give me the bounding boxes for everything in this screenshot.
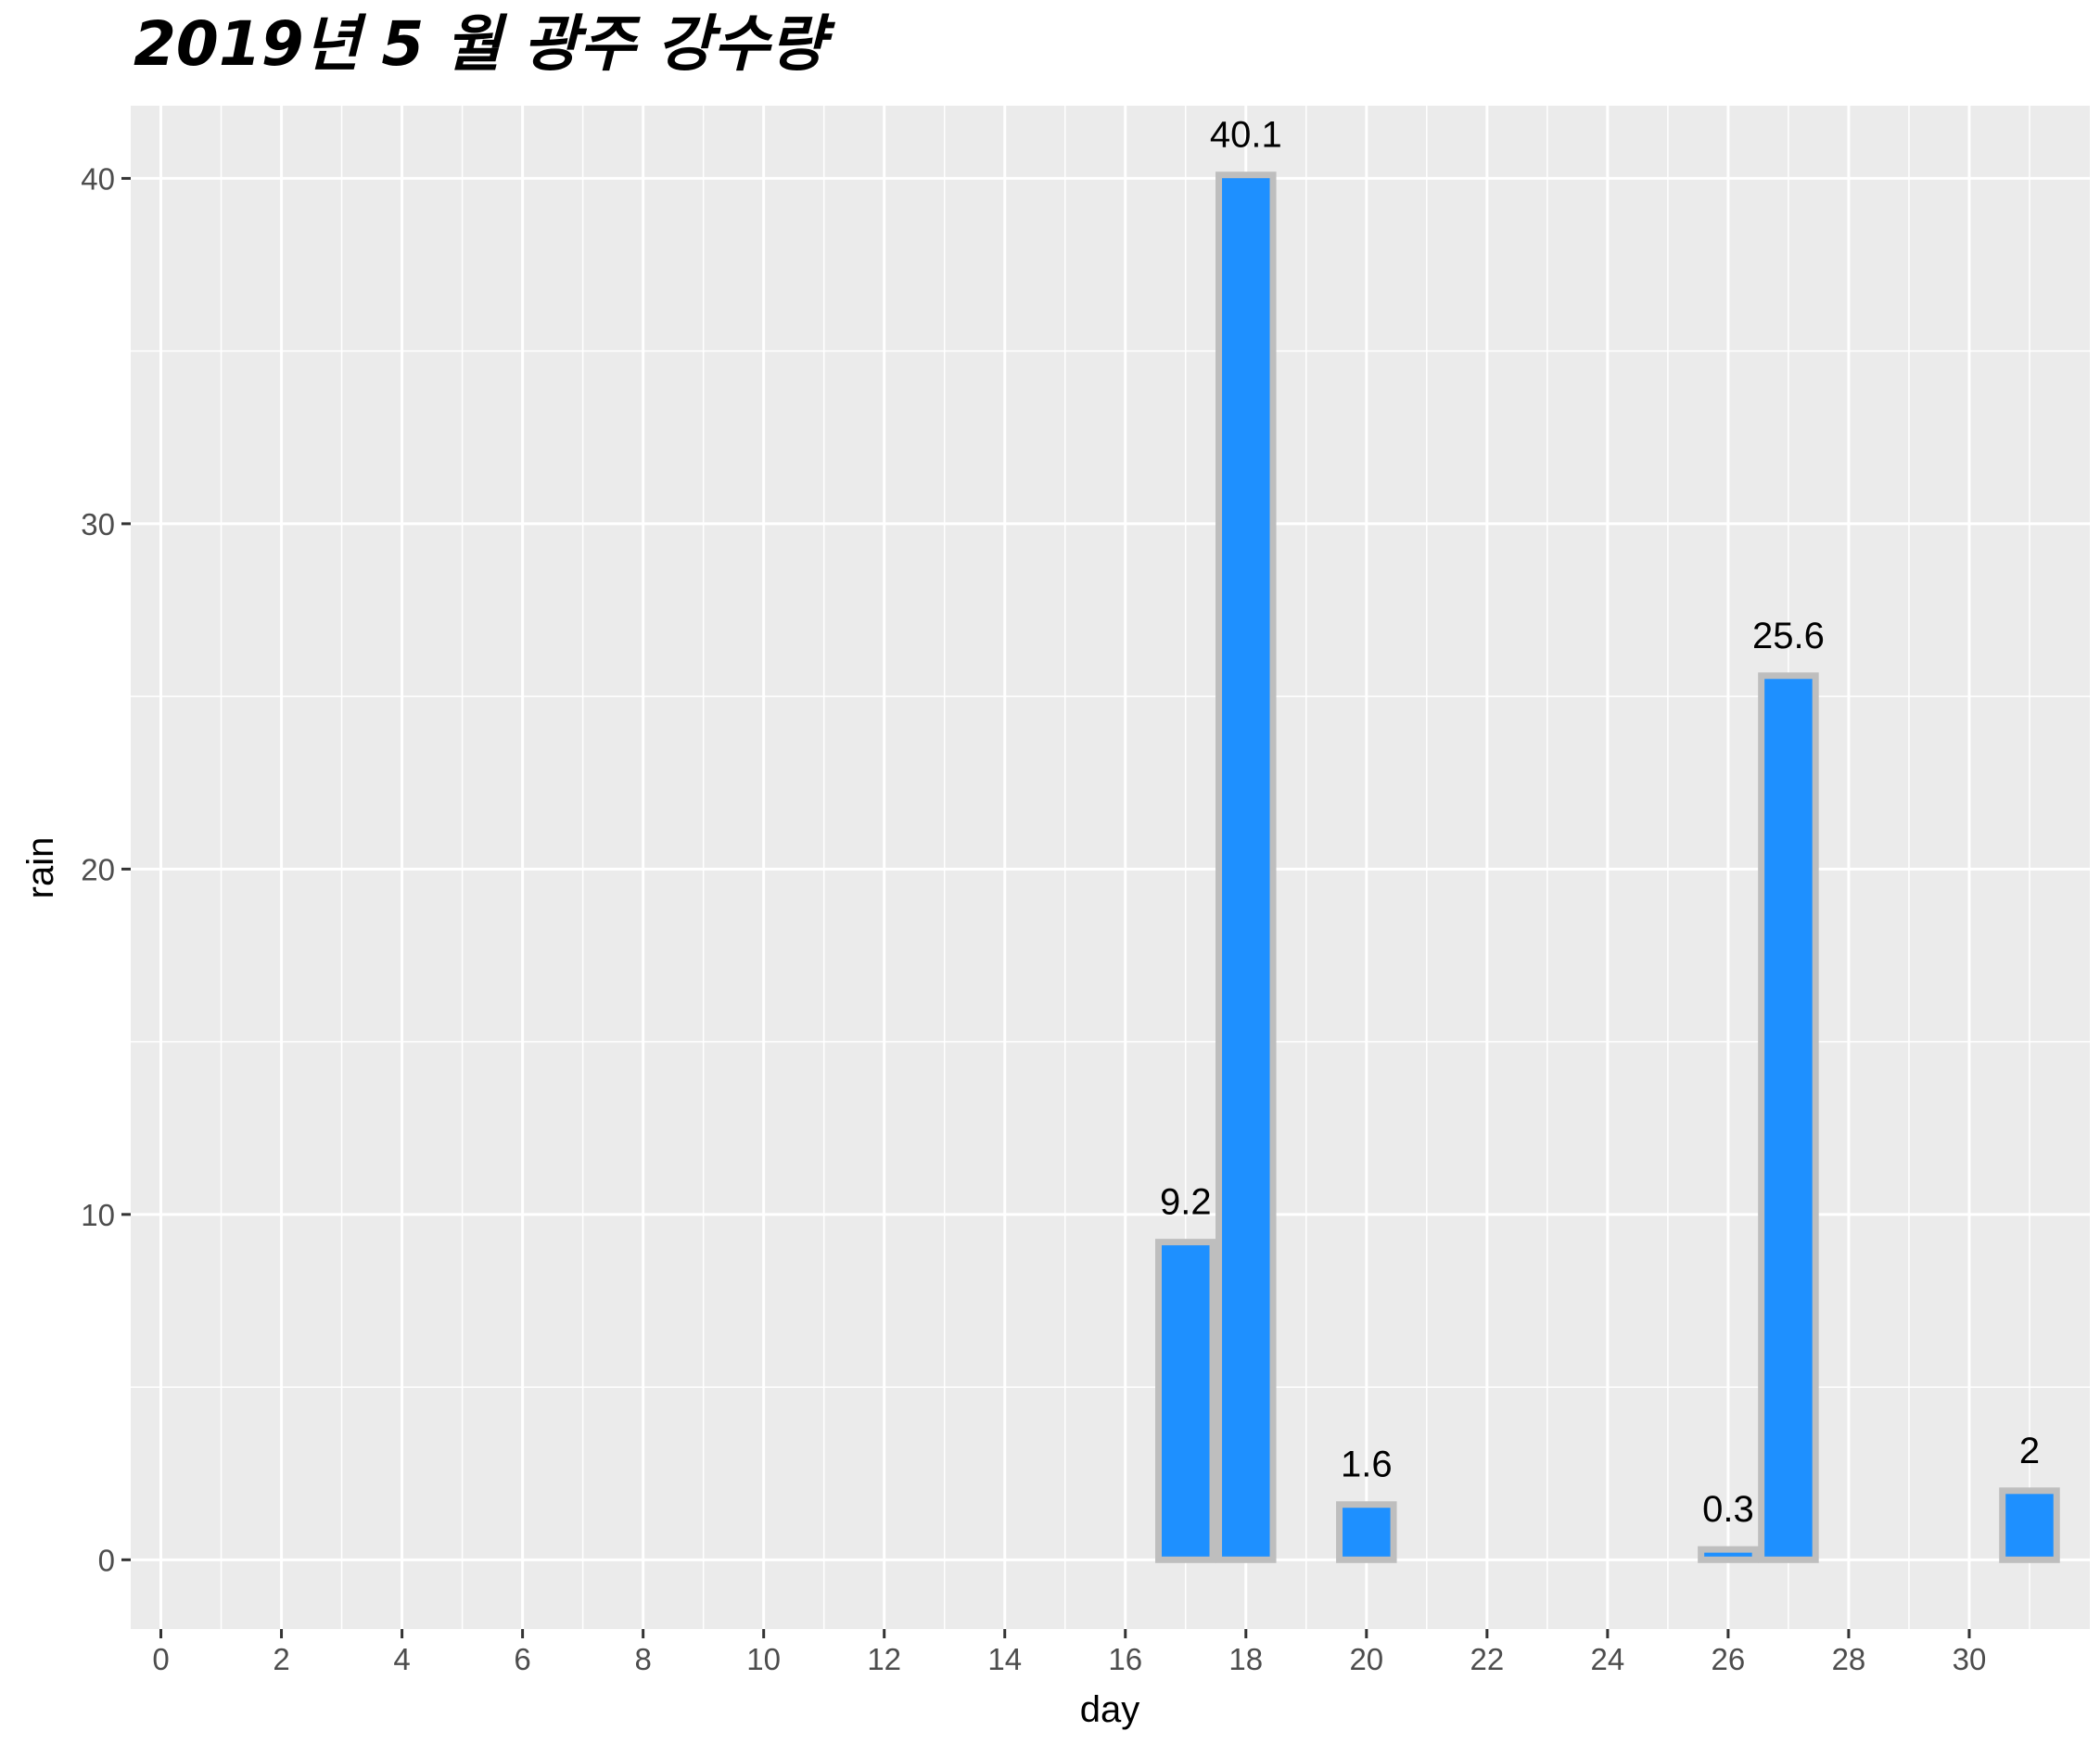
bar-value-label: 9.2 [1160, 1182, 1212, 1223]
x-tick-label: 28 [1832, 1642, 1866, 1676]
bar [1999, 1487, 2060, 1563]
x-tick-label: 20 [1349, 1642, 1383, 1676]
x-tick-label: 30 [1953, 1642, 1987, 1676]
y-tick-label: 40 [81, 161, 115, 196]
bar-series [1155, 172, 2060, 1563]
bar [1155, 1239, 1216, 1563]
x-tick-label: 18 [1228, 1642, 1263, 1676]
y-tick-label: 10 [81, 1198, 115, 1232]
y-axis-title: rain [20, 837, 61, 899]
bar-value-label: 40.1 [1210, 115, 1282, 156]
bar-value-label: 0.3 [1702, 1489, 1754, 1530]
bar [1698, 1546, 1759, 1563]
chart-title: 2019년 5 월 광주 강수량 [134, 8, 836, 80]
bar-value-label: 25.6 [1752, 616, 1825, 656]
bar [1215, 172, 1277, 1563]
x-tick-label: 14 [987, 1642, 1022, 1676]
x-tick-label: 22 [1470, 1642, 1504, 1676]
bar [1758, 672, 1819, 1563]
x-tick-label: 24 [1591, 1642, 1625, 1676]
x-tick-label: 10 [746, 1642, 781, 1676]
y-tick-label: 20 [81, 852, 115, 886]
x-tick-label: 12 [867, 1642, 901, 1676]
bar [1336, 1501, 1397, 1563]
x-tick-label: 2 [273, 1642, 289, 1676]
x-axis: 0 2 4 6 8 10 12 14 16 18 20 22 24 26 28 30 [152, 1629, 1986, 1676]
x-tick-label: 0 [152, 1642, 169, 1676]
y-axis: 0 10 20 30 40 [81, 161, 131, 1577]
bar-value-labels: 9.2 40.1 1.6 0.3 25.6 2 [1160, 115, 2040, 1530]
bar-value-label: 2 [2019, 1431, 2040, 1471]
x-axis-title: day [1080, 1689, 1140, 1730]
y-tick-label: 0 [98, 1543, 115, 1577]
x-tick-label: 26 [1712, 1642, 1746, 1676]
bar-value-label: 1.6 [1341, 1445, 1393, 1485]
x-tick-label: 4 [393, 1642, 410, 1676]
x-tick-label: 6 [514, 1642, 530, 1676]
x-tick-label: 8 [634, 1642, 651, 1676]
y-tick-label: 30 [81, 507, 115, 541]
x-tick-label: 16 [1108, 1642, 1142, 1676]
